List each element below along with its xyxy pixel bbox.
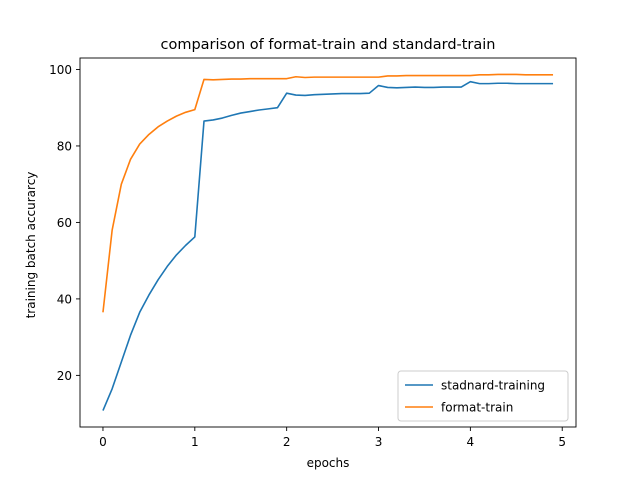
x-tick-label: 0 (99, 435, 107, 449)
y-tick-label: 100 (49, 63, 72, 77)
x-tick-label: 3 (375, 435, 383, 449)
x-tick-label: 2 (283, 435, 291, 449)
series-line-2 (102, 73, 554, 313)
plot-area: 0 1 2 3 4 5 20 40 60 80 100 stadnard-training format… (49, 57, 577, 449)
y-tick-label: 60 (57, 216, 72, 230)
x-tick-label: 1 (191, 435, 199, 449)
chart-title: comparison of format-train and standard-… (160, 37, 495, 53)
x-axis-label: epochs (307, 456, 350, 470)
series-line-1 (102, 80, 554, 411)
y-axis-label: training batch accurarcy (24, 172, 38, 319)
y-tick-label: 80 (57, 139, 72, 153)
x-tick-label: 5 (558, 435, 566, 449)
y-tick-label: 40 (57, 292, 72, 306)
legend-label-1: stadnard-training (441, 379, 545, 393)
legend: stadnard-training format-train (397, 370, 569, 422)
legend-label-2: format-train (441, 401, 513, 415)
x-tick-label: 4 (467, 435, 475, 449)
legend-box (397, 370, 569, 422)
y-tick-label: 20 (57, 369, 72, 383)
plot-frame (79, 57, 577, 428)
